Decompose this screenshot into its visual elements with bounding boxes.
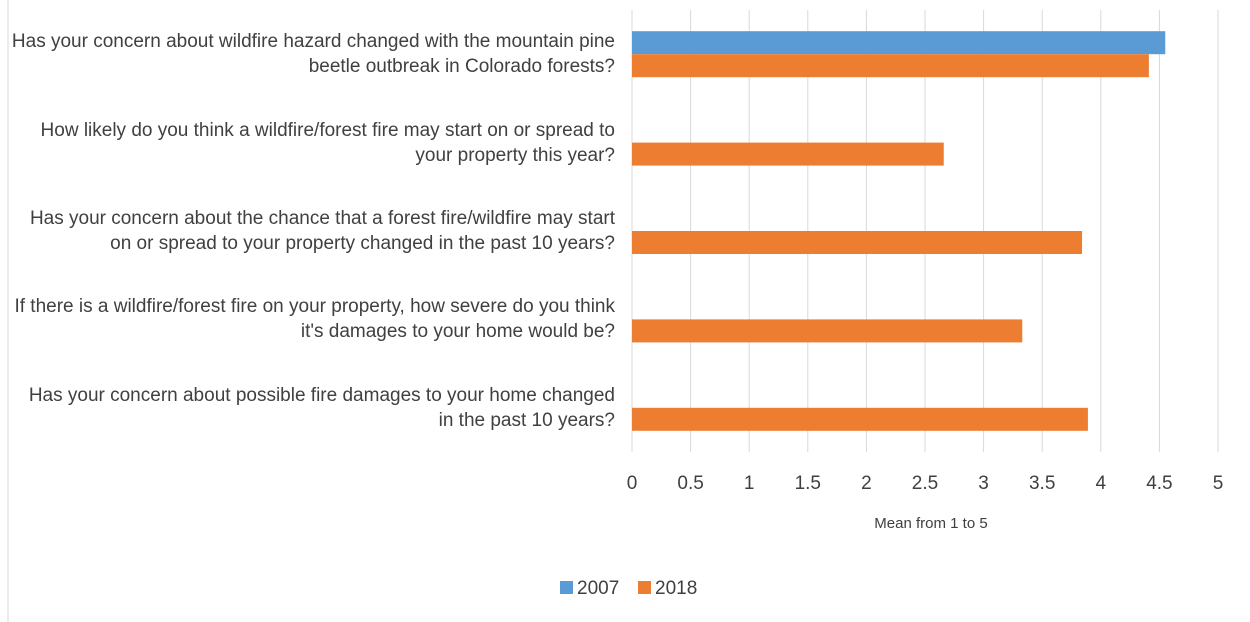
bar: [632, 31, 1166, 55]
legend-swatch: [638, 581, 651, 594]
x-tick-label: 2.5: [912, 473, 938, 494]
x-tick-label: 4: [1096, 473, 1107, 494]
legend-label: 2007: [577, 578, 619, 599]
x-tick-label: 5: [1213, 473, 1224, 494]
bar: [632, 407, 1088, 431]
x-tick-label: 4.5: [1146, 473, 1172, 494]
x-tick-label: 3.5: [1029, 473, 1055, 494]
bar: [632, 319, 1023, 343]
x-tick-label: 2: [861, 473, 872, 494]
bar: [632, 54, 1149, 78]
bar: [632, 142, 944, 166]
y-tick-label: Has your concern about the chance that a…: [29, 208, 615, 254]
y-tick-label: Has your concern about possible fire dam…: [28, 384, 615, 431]
x-tick-label: 0: [627, 473, 638, 494]
bar: [632, 231, 1083, 254]
y-tick-label: Has your concern about wildfire hazard c…: [11, 31, 615, 78]
legend-swatch: [560, 581, 573, 594]
x-tick-label: 0.5: [677, 473, 703, 494]
y-tick-label: How likely do you think a wildfire/fores…: [40, 119, 615, 166]
x-tick-label: 1.5: [795, 473, 821, 494]
x-axis-title: Mean from 1 to 5: [874, 515, 987, 532]
y-tick-label: If there is a wildfire/forest fire on yo…: [14, 296, 615, 343]
x-tick-label: 3: [978, 473, 989, 494]
x-tick-label: 1: [744, 473, 755, 494]
legend-label: 2018: [655, 578, 697, 599]
